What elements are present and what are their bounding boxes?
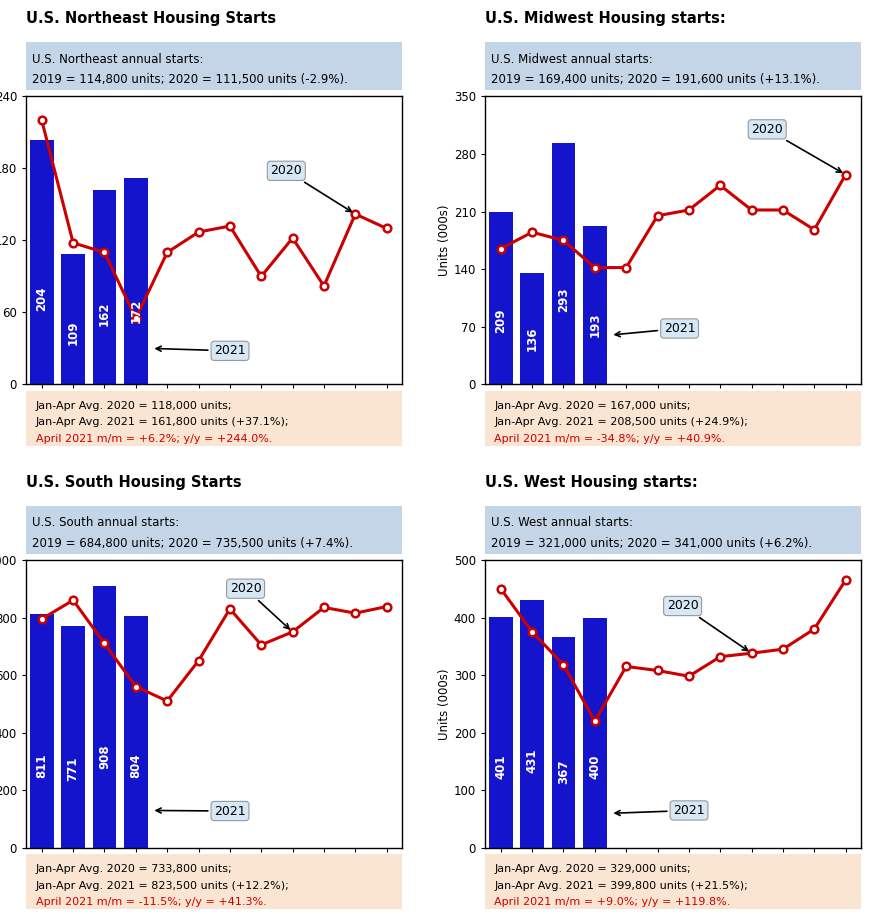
FancyBboxPatch shape	[485, 505, 860, 554]
Text: 209: 209	[494, 308, 507, 333]
FancyBboxPatch shape	[485, 391, 860, 446]
Text: 2019 = 169,400 units; 2020 = 191,600 units (+13.1%).: 2019 = 169,400 units; 2020 = 191,600 uni…	[490, 73, 819, 86]
Text: 136: 136	[525, 326, 538, 351]
Bar	[62, 626, 85, 848]
Text: 2021: 2021	[614, 322, 694, 336]
Text: 2021: 2021	[156, 804, 246, 817]
Text: 2020: 2020	[270, 165, 351, 211]
Text: 811: 811	[36, 753, 48, 778]
Bar	[30, 614, 54, 848]
Text: Jan-Apr Avg. 2021 = 823,500 units (+12.2%);: Jan-Apr Avg. 2021 = 823,500 units (+12.2…	[36, 881, 289, 891]
Text: 771: 771	[67, 757, 80, 781]
FancyBboxPatch shape	[485, 42, 860, 90]
Text: 804: 804	[129, 754, 143, 779]
Text: 431: 431	[525, 749, 538, 773]
Text: 908: 908	[98, 745, 111, 770]
Text: 401: 401	[494, 754, 507, 779]
FancyBboxPatch shape	[485, 855, 860, 909]
Text: 2019 = 321,000 units; 2020 = 341,000 units (+6.2%).: 2019 = 321,000 units; 2020 = 341,000 uni…	[490, 537, 811, 549]
X-axis label: Month: Month	[192, 409, 236, 422]
Text: 293: 293	[556, 288, 569, 312]
Bar	[124, 616, 148, 848]
Text: April 2021 m/m = -11.5%; y/y = +41.3%.: April 2021 m/m = -11.5%; y/y = +41.3%.	[36, 898, 266, 908]
X-axis label: Month: Month	[192, 873, 236, 886]
Text: U.S. Midwest Housing starts:: U.S. Midwest Housing starts:	[485, 11, 725, 27]
Bar	[520, 600, 543, 848]
Y-axis label: Units (000s): Units (000s)	[437, 205, 450, 276]
Text: 2020: 2020	[229, 582, 289, 629]
Text: Jan-Apr Avg. 2021 = 208,500 units (+24.9%);: Jan-Apr Avg. 2021 = 208,500 units (+24.9…	[494, 418, 747, 427]
Text: 400: 400	[587, 754, 600, 779]
Text: 204: 204	[36, 286, 48, 311]
Text: U.S. West annual starts:: U.S. West annual starts:	[490, 516, 632, 529]
Text: April 2021 m/m = +9.0%; y/y = +119.8%.: April 2021 m/m = +9.0%; y/y = +119.8%.	[494, 898, 730, 908]
Y-axis label: Units (000s): Units (000s)	[437, 668, 450, 739]
Text: 2019 = 684,800 units; 2020 = 735,500 units (+7.4%).: 2019 = 684,800 units; 2020 = 735,500 uni…	[31, 537, 352, 549]
Bar	[30, 140, 54, 385]
Text: 2019 = 114,800 units; 2020 = 111,500 units (-2.9%).: 2019 = 114,800 units; 2020 = 111,500 uni…	[31, 73, 348, 86]
FancyBboxPatch shape	[26, 42, 401, 90]
Bar	[488, 617, 512, 848]
Text: 2020: 2020	[751, 122, 840, 172]
Text: Jan-Apr Avg. 2020 = 118,000 units;: Jan-Apr Avg. 2020 = 118,000 units;	[36, 400, 232, 410]
Bar	[93, 190, 116, 385]
Text: 2021: 2021	[614, 804, 704, 817]
X-axis label: Month: Month	[650, 409, 694, 422]
Text: Jan-Apr Avg. 2020 = 167,000 units;: Jan-Apr Avg. 2020 = 167,000 units;	[494, 400, 690, 410]
Bar	[551, 143, 574, 385]
FancyBboxPatch shape	[26, 855, 401, 909]
Text: Jan-Apr Avg. 2021 = 161,800 units (+37.1%);: Jan-Apr Avg. 2021 = 161,800 units (+37.1…	[36, 418, 289, 427]
Bar	[520, 272, 543, 385]
FancyBboxPatch shape	[26, 391, 401, 446]
Text: 172: 172	[129, 298, 143, 323]
Text: U.S. South Housing Starts: U.S. South Housing Starts	[26, 474, 242, 490]
Text: U.S. West Housing starts:: U.S. West Housing starts:	[485, 474, 697, 490]
Text: 367: 367	[556, 760, 569, 784]
Text: 2020: 2020	[666, 600, 746, 651]
Text: U.S. Midwest annual starts:: U.S. Midwest annual starts:	[490, 53, 652, 66]
Bar	[582, 226, 606, 385]
Bar	[124, 178, 148, 385]
Bar	[62, 253, 85, 385]
Text: 162: 162	[98, 302, 111, 326]
Bar	[93, 587, 116, 848]
Bar	[582, 618, 606, 848]
X-axis label: Month: Month	[650, 873, 694, 886]
Text: April 2021 m/m = +6.2%; y/y = +244.0%.: April 2021 m/m = +6.2%; y/y = +244.0%.	[36, 434, 272, 444]
Text: April 2021 m/m = -34.8%; y/y = +40.9%.: April 2021 m/m = -34.8%; y/y = +40.9%.	[494, 434, 725, 444]
Bar	[551, 636, 574, 848]
Text: U.S. Northeast Housing Starts: U.S. Northeast Housing Starts	[26, 11, 276, 27]
Text: Jan-Apr Avg. 2021 = 399,800 units (+21.5%);: Jan-Apr Avg. 2021 = 399,800 units (+21.5…	[494, 881, 747, 891]
Text: 193: 193	[587, 313, 600, 336]
Text: 109: 109	[67, 321, 80, 345]
Text: U.S. Northeast annual starts:: U.S. Northeast annual starts:	[31, 53, 203, 66]
Bar	[488, 212, 512, 385]
Text: 2021: 2021	[156, 345, 246, 357]
Text: Jan-Apr Avg. 2020 = 733,800 units;: Jan-Apr Avg. 2020 = 733,800 units;	[36, 864, 232, 874]
Text: U.S. South annual starts:: U.S. South annual starts:	[31, 516, 179, 529]
Text: Jan-Apr Avg. 2020 = 329,000 units;: Jan-Apr Avg. 2020 = 329,000 units;	[494, 864, 690, 874]
FancyBboxPatch shape	[26, 505, 401, 554]
